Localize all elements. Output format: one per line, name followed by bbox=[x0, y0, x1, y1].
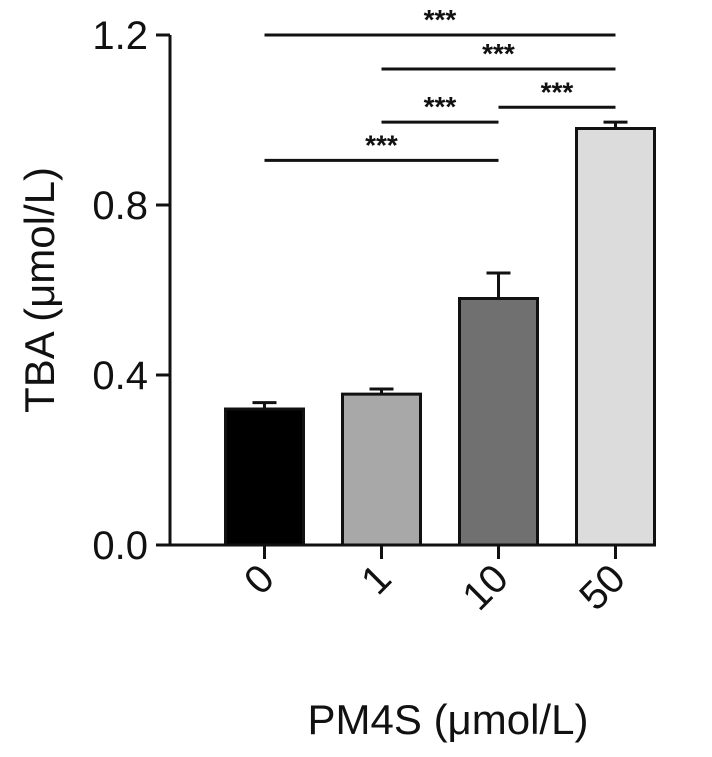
x-tick-label: 1 bbox=[353, 556, 400, 603]
y-tick-label: 0.4 bbox=[92, 354, 148, 398]
bar-10 bbox=[458, 297, 539, 547]
error-bars-group bbox=[252, 120, 628, 409]
significance-label: *** bbox=[424, 4, 457, 35]
x-tick-label: 10 bbox=[454, 556, 517, 619]
y-tick-label: 0.0 bbox=[92, 524, 148, 568]
y-axis-title: TBA (μmol/L) bbox=[16, 167, 63, 413]
significance-label: *** bbox=[365, 129, 398, 160]
x-tick-label: 50 bbox=[571, 556, 634, 619]
significance-label: *** bbox=[541, 76, 574, 107]
significance-group: *** *** *** *** *** bbox=[264, 4, 616, 162]
x-axis-title: PM4S (μmol/L) bbox=[308, 696, 589, 743]
x-tick-label: 0 bbox=[236, 556, 283, 603]
significance-label: *** bbox=[424, 91, 457, 122]
bars-group bbox=[224, 127, 656, 547]
y-tick-label: 0.8 bbox=[92, 184, 148, 228]
significance-label: *** bbox=[482, 38, 515, 69]
bar-1 bbox=[341, 392, 422, 547]
bar-0 bbox=[224, 407, 305, 547]
y-tick-label: 1.2 bbox=[92, 14, 148, 58]
bar-50 bbox=[575, 127, 656, 547]
